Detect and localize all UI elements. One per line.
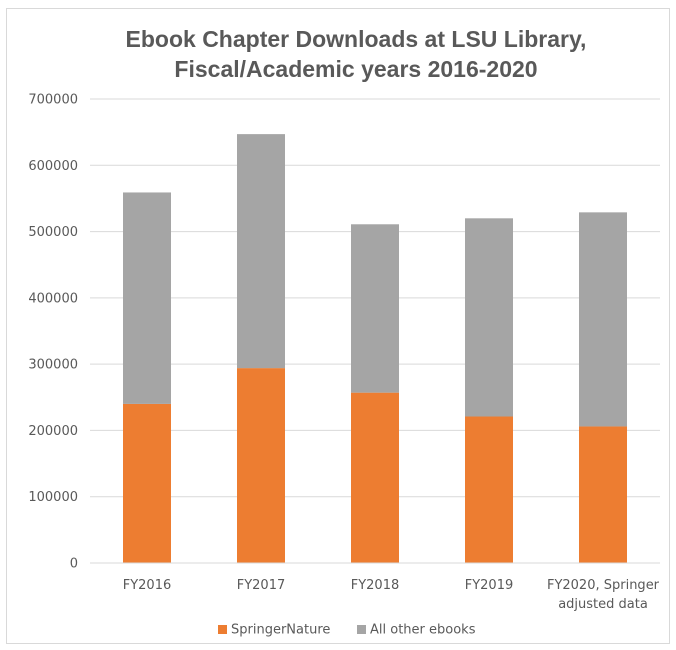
x-tick-label: FY2018 (351, 578, 400, 593)
y-tick-label: 400000 (28, 291, 78, 306)
bar-springernature (351, 392, 399, 563)
bar-all-other-ebooks (579, 212, 627, 427)
y-tick-label: 100000 (28, 490, 78, 505)
bar-all-other-ebooks (237, 134, 285, 369)
chart-title-line: Fiscal/Academic years 2016-2020 (174, 56, 537, 82)
chart-frame (6, 8, 670, 644)
legend-label: All other ebooks (370, 623, 476, 638)
y-tick-label: 200000 (28, 424, 78, 439)
bar-springernature (237, 368, 285, 563)
y-axis: 0 100000 200000 300000 400000 500000 600000 700… (28, 93, 78, 572)
bars (123, 134, 627, 563)
x-tick-label: FY2020, Springer (547, 578, 660, 593)
gridlines (90, 98, 660, 498)
x-tick-label: FY2019 (465, 578, 514, 593)
y-tick-label: 700000 (28, 93, 78, 108)
y-tick-label: 0 (70, 557, 78, 572)
bar-all-other-ebooks (465, 218, 513, 417)
chart-title-line: Ebook Chapter Downloads at LSU Library, (126, 26, 587, 52)
y-tick-label: 500000 (28, 225, 78, 240)
y-tick-label: 300000 (28, 358, 78, 373)
bar-springernature (465, 416, 513, 563)
bar-all-other-ebooks (351, 224, 399, 393)
y-tick-label: 600000 (28, 159, 78, 174)
bar-all-other-ebooks (123, 192, 171, 404)
legend: SpringerNature All other ebooks (218, 623, 476, 638)
legend-swatch-all-other-ebooks (357, 625, 366, 634)
bar-springernature (579, 426, 627, 563)
chart-title: Ebook Chapter Downloads at LSU Library, F… (126, 26, 587, 82)
bar-springernature (123, 403, 171, 563)
x-tick-label: FY2016 (123, 578, 172, 593)
legend-label: SpringerNature (231, 623, 330, 638)
x-axis: FY2016 FY2017 FY2018 FY2019 FY2020, Springer… (90, 562, 660, 612)
x-tick-label: FY2017 (237, 578, 286, 593)
legend-swatch-springernature (218, 625, 227, 634)
x-tick-label: adjusted data (558, 597, 648, 612)
